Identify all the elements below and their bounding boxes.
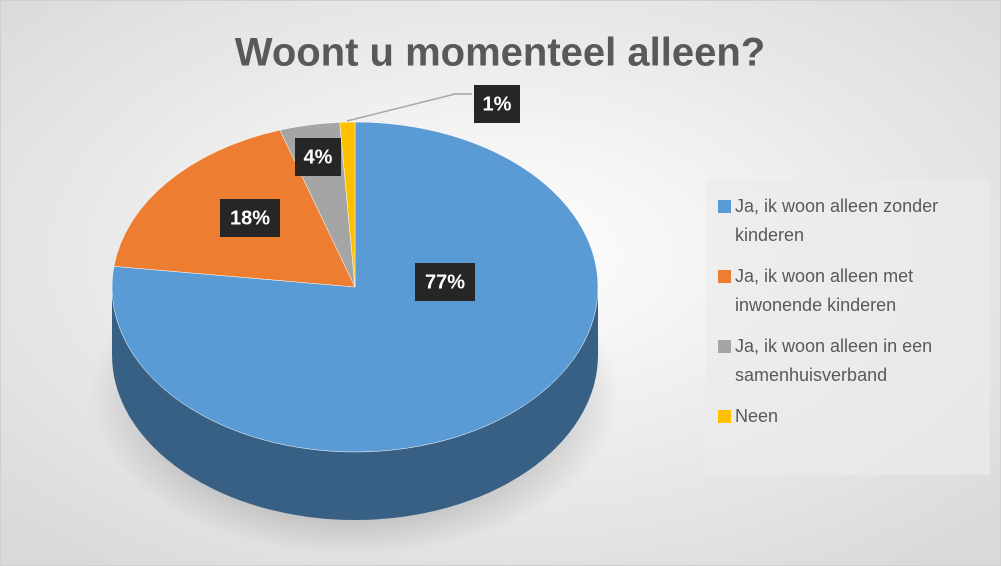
data-label-box: [220, 199, 280, 237]
legend-swatch: [718, 270, 731, 283]
data-label: 18%: [230, 207, 270, 229]
legend-item: Ja, ik woon alleen zonder kinderen: [718, 192, 980, 250]
legend-item: Neen: [718, 402, 980, 431]
legend-item: Ja, ik woon alleen in een samenhuisverba…: [718, 332, 980, 390]
data-label: 4%: [304, 146, 333, 168]
legend: Ja, ik woon alleen zonder kinderen Ja, ik…: [706, 180, 990, 475]
leader-line: [346, 93, 472, 122]
legend-label: Neen: [735, 406, 779, 426]
pie-side: [112, 287, 598, 520]
data-label: 77%: [425, 271, 465, 293]
chart-title: Woont u momenteel alleen?: [235, 31, 765, 75]
data-label-box: [415, 263, 475, 301]
legend-label: Ja, ik woon alleen in een samenhuisverba…: [735, 336, 933, 385]
pie-slice: [339, 121, 356, 288]
data-label-box: [474, 85, 520, 123]
data-label: 1%: [483, 93, 512, 115]
legend-label: Ja, ik woon alleen met inwonende kindere…: [735, 266, 914, 315]
legend-label: Ja, ik woon alleen zonder kinderen: [735, 196, 939, 245]
legend-swatch: [718, 200, 731, 213]
legend-item: Ja, ik woon alleen met inwonende kindere…: [718, 262, 980, 320]
legend-swatch: [718, 340, 731, 353]
data-label-box: [295, 138, 341, 176]
legend-swatch: [718, 410, 731, 423]
